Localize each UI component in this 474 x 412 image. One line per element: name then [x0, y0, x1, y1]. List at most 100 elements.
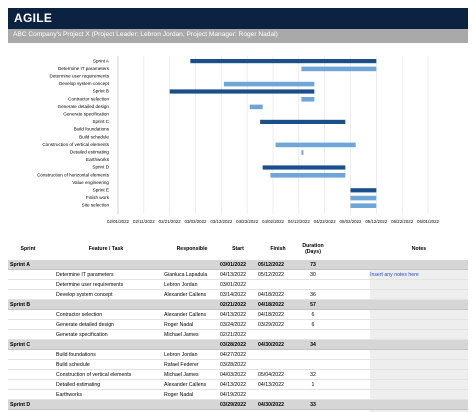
- cell-notes[interactable]: Insert any notes here: [370, 272, 419, 278]
- cell-notes[interactable]: [370, 320, 466, 330]
- sprint-row[interactable]: Sprint D 03/29/2022 04/30/2022 33: [8, 400, 468, 410]
- header-feature: Feature / Task: [88, 245, 124, 252]
- cell-sprint: Sprint B: [10, 302, 31, 308]
- cell-notes[interactable]: [370, 350, 466, 360]
- cell-sprint: [10, 280, 46, 290]
- cell-finish: 03/29/2022: [258, 322, 284, 328]
- cell-responsible: [164, 260, 220, 270]
- header-notes: Notes: [411, 245, 427, 252]
- row-label: Sprint A: [93, 58, 110, 63]
- header-sprint: Sprint: [20, 245, 36, 252]
- row-label: Sprint B: [93, 89, 109, 94]
- notes-column: [370, 260, 468, 412]
- cell-responsible: [164, 300, 220, 310]
- sprint-row[interactable]: Sprint A 03/01/2022 05/12/2022 73: [8, 260, 468, 270]
- table-row[interactable]: Contractor selection Alexander Callens 04/…: [8, 310, 468, 320]
- cell-sprint: Sprint A: [10, 262, 30, 268]
- row-label: Site selection: [82, 203, 110, 208]
- table-row[interactable]: Earthworks Roger Nadal 04/19/2022: [8, 390, 468, 400]
- cell-responsible: Gianluca Lapadula: [164, 272, 208, 278]
- cell-notes[interactable]: [370, 300, 466, 310]
- cell-notes[interactable]: [370, 400, 466, 410]
- x-tick-label: 02/01/2022: [107, 219, 130, 224]
- task-bar: [223, 81, 315, 87]
- table-row[interactable]: Determine user requirements Lebron Jordan…: [8, 280, 468, 290]
- table-row[interactable]: Determine IT parameters Gianluca Lapadula…: [8, 270, 468, 280]
- cell-sprint: [10, 320, 46, 330]
- cell-feature: Contractor selection: [56, 312, 103, 318]
- cell-notes[interactable]: [370, 310, 466, 320]
- cell-sprint: Sprint D: [10, 402, 31, 408]
- cell-duration: 1: [311, 382, 315, 388]
- task-bar: [301, 66, 377, 72]
- table-row[interactable]: Develop system concept Alexander Callens 0…: [8, 290, 468, 300]
- cell-start: 04/27/2022: [220, 352, 246, 358]
- x-tick-label: 05/02/2022: [340, 219, 363, 224]
- cell-feature: [56, 300, 162, 310]
- cell-sprint: [10, 270, 46, 280]
- cell-notes[interactable]: [370, 370, 466, 380]
- table-row[interactable]: Generate specification Michael James 02/21…: [8, 330, 468, 340]
- cell-notes[interactable]: [370, 390, 466, 400]
- sprint-bar: [260, 119, 346, 124]
- cell-finish: [258, 390, 298, 400]
- cell-finish: 05/12/2022: [258, 272, 284, 278]
- cell-responsible: Michael James: [164, 372, 199, 378]
- cell-finish: [258, 280, 298, 290]
- cell-finish: 05/04/2022: [258, 372, 284, 378]
- cell-finish: [258, 350, 298, 360]
- cell-duration: 32: [310, 372, 316, 378]
- table-row[interactable]: Build foundations Lebron Jordan 04/27/2022: [8, 350, 468, 360]
- row-label: Determine IT parameters: [58, 66, 110, 71]
- cell-sprint: [10, 330, 46, 340]
- sprint-row[interactable]: Sprint C 03/28/2022 04/30/2022 34: [8, 340, 468, 350]
- table-row[interactable]: Build schedule Rafael Federer 03/28/2022: [8, 360, 468, 370]
- table-row[interactable]: Generate detailed design Roger Nadal 03/24…: [8, 320, 468, 330]
- cell-sprint: [10, 350, 46, 360]
- cell-notes[interactable]: [370, 340, 466, 350]
- table-row[interactable]: Construction of vertical elements Michael…: [8, 370, 468, 380]
- task-bar: [350, 195, 377, 201]
- header-finish: Finish: [270, 245, 286, 252]
- cell-notes[interactable]: [370, 290, 466, 300]
- row-label: Build foundations: [74, 127, 110, 132]
- cell-start: 04/13/2022: [220, 272, 246, 278]
- sprint-bar: [262, 165, 346, 170]
- page-title: AGILE: [14, 11, 53, 25]
- cell-responsible: Michael James: [164, 332, 199, 338]
- row-label: Finish work: [86, 195, 110, 200]
- sprint-row[interactable]: Sprint B 02/21/2022 04/18/2022 57: [8, 300, 468, 310]
- cell-responsible: Rafael Federer: [164, 362, 199, 368]
- row-label: Determine user requirements: [50, 74, 110, 79]
- row-label: Construction of horizontal elements: [37, 172, 110, 177]
- cell-start: 04/13/2022: [220, 382, 246, 388]
- cell-feature: Build schedule: [56, 362, 90, 368]
- cell-duration: 73: [310, 262, 316, 268]
- cell-feature: Determine IT parameters: [56, 272, 114, 278]
- cell-duration: [298, 350, 328, 360]
- cell-finish: 05/12/2022: [258, 262, 284, 268]
- cell-notes[interactable]: [370, 280, 466, 290]
- cell-notes[interactable]: [370, 260, 466, 270]
- cell-responsible: Lebron Jordan: [164, 352, 198, 358]
- cell-responsible: Roger Nadal: [164, 322, 194, 328]
- cell-duration: 6: [311, 312, 315, 318]
- x-tick-label: 04/12/2022: [288, 219, 311, 224]
- cell-notes[interactable]: [370, 330, 466, 340]
- row-label: Detailed estimating: [70, 150, 110, 155]
- cell-start: 03/29/2022: [220, 402, 246, 408]
- cell-finish: [258, 330, 298, 340]
- task-bar: [350, 203, 377, 208]
- cell-notes[interactable]: [370, 380, 466, 390]
- table-row[interactable]: Detailed estimating Alexander Callens 04/1…: [8, 380, 468, 390]
- task-bar: [275, 142, 356, 148]
- sprint-bar: [169, 89, 315, 94]
- header-responsible: Responsible: [176, 245, 208, 252]
- x-tick-label: 05/12/2022: [365, 219, 388, 224]
- cell-notes[interactable]: [370, 360, 466, 370]
- x-tick-label: 04/02/2022: [262, 219, 285, 224]
- cell-responsible: Alexander Callens: [164, 292, 207, 298]
- row-label: Contractor selection: [68, 96, 109, 101]
- cell-duration: 34: [310, 342, 316, 348]
- row-label: Value engineering: [72, 180, 109, 185]
